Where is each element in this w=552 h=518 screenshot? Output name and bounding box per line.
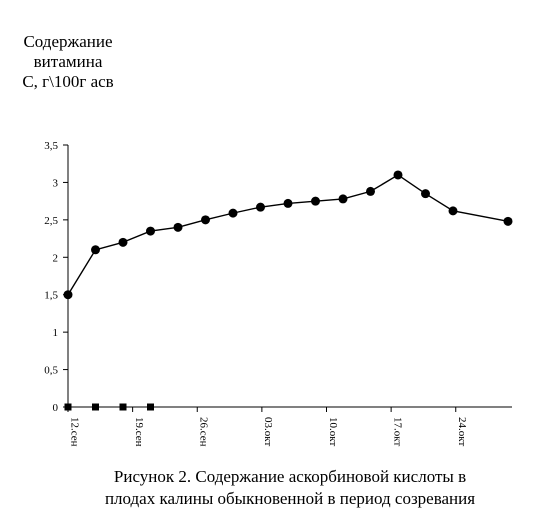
data-point-circle <box>91 245 100 255</box>
series-line <box>67 174 509 296</box>
data-point-circle <box>366 186 375 196</box>
y-tick-label: 1 <box>53 327 59 339</box>
y-tick-label: 3 <box>53 177 59 189</box>
data-point-circle <box>393 170 403 180</box>
y-axis-title: Содержание витамина С, г\100г асв <box>8 32 128 92</box>
x-tick-label: 26.сен <box>198 417 210 447</box>
caption-line-1: Рисунок 2. Содержание аскорбиновой кисло… <box>113 467 467 486</box>
data-point-square <box>119 403 127 411</box>
x-tick-label: 17.окт <box>391 417 403 446</box>
y-tick-label: 1,5 <box>44 290 58 302</box>
data-point-circle <box>63 290 73 300</box>
data-point-square <box>92 403 99 411</box>
x-tick-label: 03.окт <box>262 417 274 446</box>
data-point-circle <box>421 189 430 199</box>
data-point-circle <box>503 216 513 226</box>
figure-caption: Рисунок 2. Содержание аскорбиновой кисло… <box>40 466 540 510</box>
data-point-circle <box>173 222 183 232</box>
data-point-circle <box>283 198 293 208</box>
y-axis-title-line-1: Содержание <box>23 32 113 51</box>
y-tick-label: 0,5 <box>44 365 58 377</box>
data-point-square <box>147 403 154 411</box>
data-point-circle <box>311 196 320 206</box>
data-point-circle <box>228 208 238 218</box>
data-point-circle <box>118 237 128 247</box>
y-tick-label: 0 <box>53 402 59 414</box>
data-point-circle <box>338 194 348 204</box>
x-tick-label: 24.окт <box>456 417 468 446</box>
data-point-circle <box>448 206 458 216</box>
y-tick-label: 2 <box>53 252 59 264</box>
y-tick-label: 2,5 <box>44 215 58 227</box>
y-tick-label: 3,5 <box>44 140 58 152</box>
x-tick-label: 19.сен <box>133 417 145 447</box>
y-axis-title-line-2: витамина <box>33 52 103 71</box>
y-axis-title-line-3: С, г\100г асв <box>22 72 114 91</box>
data-point-circle <box>256 202 265 212</box>
data-point-circle <box>146 226 155 236</box>
data-point-square <box>64 403 72 411</box>
x-tick-label: 10.окт <box>327 417 339 446</box>
data-point-circle <box>201 215 210 225</box>
caption-line-2: плодах калины обыкновенной в период созр… <box>104 489 476 508</box>
x-tick-label: 12.сен <box>68 417 80 447</box>
